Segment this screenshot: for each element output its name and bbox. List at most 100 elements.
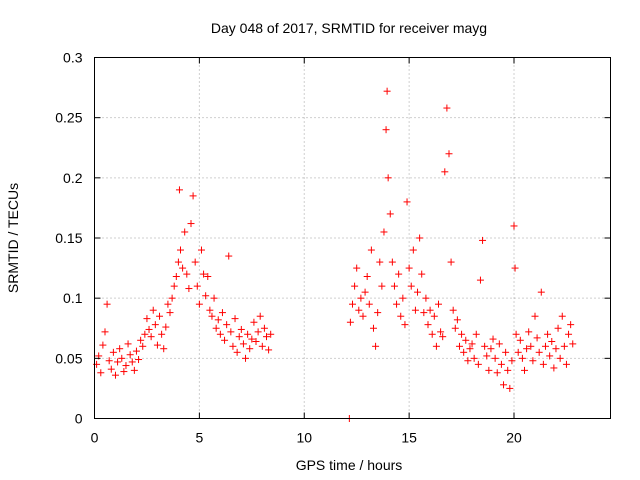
data-point [206, 306, 214, 314]
data-point [120, 368, 128, 376]
data-point [197, 246, 205, 254]
data-point [376, 258, 384, 266]
data-point [143, 315, 151, 323]
data-point [493, 369, 501, 377]
data-point [202, 292, 210, 300]
data-point [472, 330, 480, 338]
data-point [357, 294, 365, 302]
data-point [97, 369, 105, 377]
data-point [172, 273, 180, 281]
data-point [195, 300, 203, 308]
data-point [250, 318, 258, 326]
data-point [544, 330, 552, 338]
data-point [218, 309, 226, 317]
y-tick-label: 0 [75, 411, 83, 427]
y-tick-label: 0.25 [55, 110, 82, 126]
data-point [118, 354, 126, 362]
data-point [506, 384, 514, 392]
data-point [248, 335, 256, 343]
data-point [441, 168, 449, 176]
data-point [351, 282, 359, 290]
data-point [166, 309, 174, 317]
data-point [430, 312, 438, 320]
data-point [567, 321, 575, 329]
data-point [244, 330, 252, 338]
data-point [529, 357, 537, 365]
data-point [443, 104, 451, 112]
data-point [116, 345, 124, 353]
data-point [556, 354, 564, 362]
data-point [193, 282, 201, 290]
data-point [149, 306, 157, 314]
data-point [541, 342, 549, 350]
data-point [260, 324, 268, 332]
ticks-layer: 0 0.05 0.1 0.15 0.2 0.25 0.3 0 5 10 15 20 [55, 50, 611, 446]
data-point [170, 282, 178, 290]
data-point [510, 222, 518, 230]
y-tick-label: 0.2 [63, 170, 83, 186]
data-point [383, 87, 391, 95]
data-point [449, 306, 457, 314]
data-point [462, 336, 470, 344]
data-point [246, 345, 254, 353]
data-point [525, 328, 533, 336]
data-point [428, 330, 436, 338]
x-tick-label: 5 [195, 430, 203, 446]
data-point [384, 174, 392, 182]
data-point [374, 309, 382, 317]
data-point [361, 288, 369, 296]
y-axis-title: SRMTID / TECUs [5, 183, 21, 293]
data-point [416, 234, 424, 242]
data-point [382, 126, 390, 134]
x-tick-label: 0 [91, 430, 99, 446]
data-point [491, 354, 499, 362]
data-point [365, 300, 373, 308]
data-point [401, 321, 409, 329]
data-point [414, 288, 422, 296]
data-point [399, 294, 407, 302]
data-point [162, 323, 170, 331]
data-point [393, 300, 401, 308]
data-point [187, 220, 195, 228]
data-point [349, 300, 356, 308]
data-point [483, 352, 491, 360]
data-point [363, 273, 371, 281]
data-point [495, 340, 503, 348]
data-point [256, 312, 264, 320]
data-point [99, 341, 107, 349]
data-point [346, 318, 354, 326]
data-point [420, 309, 428, 317]
data-point [445, 150, 453, 158]
data-point [558, 312, 566, 320]
data-point [502, 348, 510, 356]
data-point [242, 354, 250, 362]
data-point [221, 336, 229, 344]
data-point [500, 381, 508, 389]
data-point [181, 228, 189, 236]
data-point [546, 352, 554, 360]
data-point [229, 342, 237, 350]
data-point [435, 300, 442, 308]
data-point [447, 258, 455, 266]
data-point [225, 252, 233, 260]
data-point [539, 360, 547, 368]
data-point [521, 366, 528, 374]
data-point [216, 330, 224, 338]
data-point [537, 288, 545, 296]
data-point [132, 347, 140, 355]
data-point [114, 358, 122, 366]
data-point [481, 342, 489, 350]
data-point [562, 360, 570, 368]
data-point [147, 333, 155, 341]
data-point [460, 348, 468, 356]
data-point [124, 340, 132, 348]
data-point [151, 321, 159, 329]
data-point [145, 325, 153, 333]
data-point [466, 345, 474, 353]
data-point [214, 316, 222, 324]
data-point [200, 270, 208, 278]
data-point [407, 282, 415, 290]
data-point [388, 258, 396, 266]
data-point [511, 264, 519, 272]
